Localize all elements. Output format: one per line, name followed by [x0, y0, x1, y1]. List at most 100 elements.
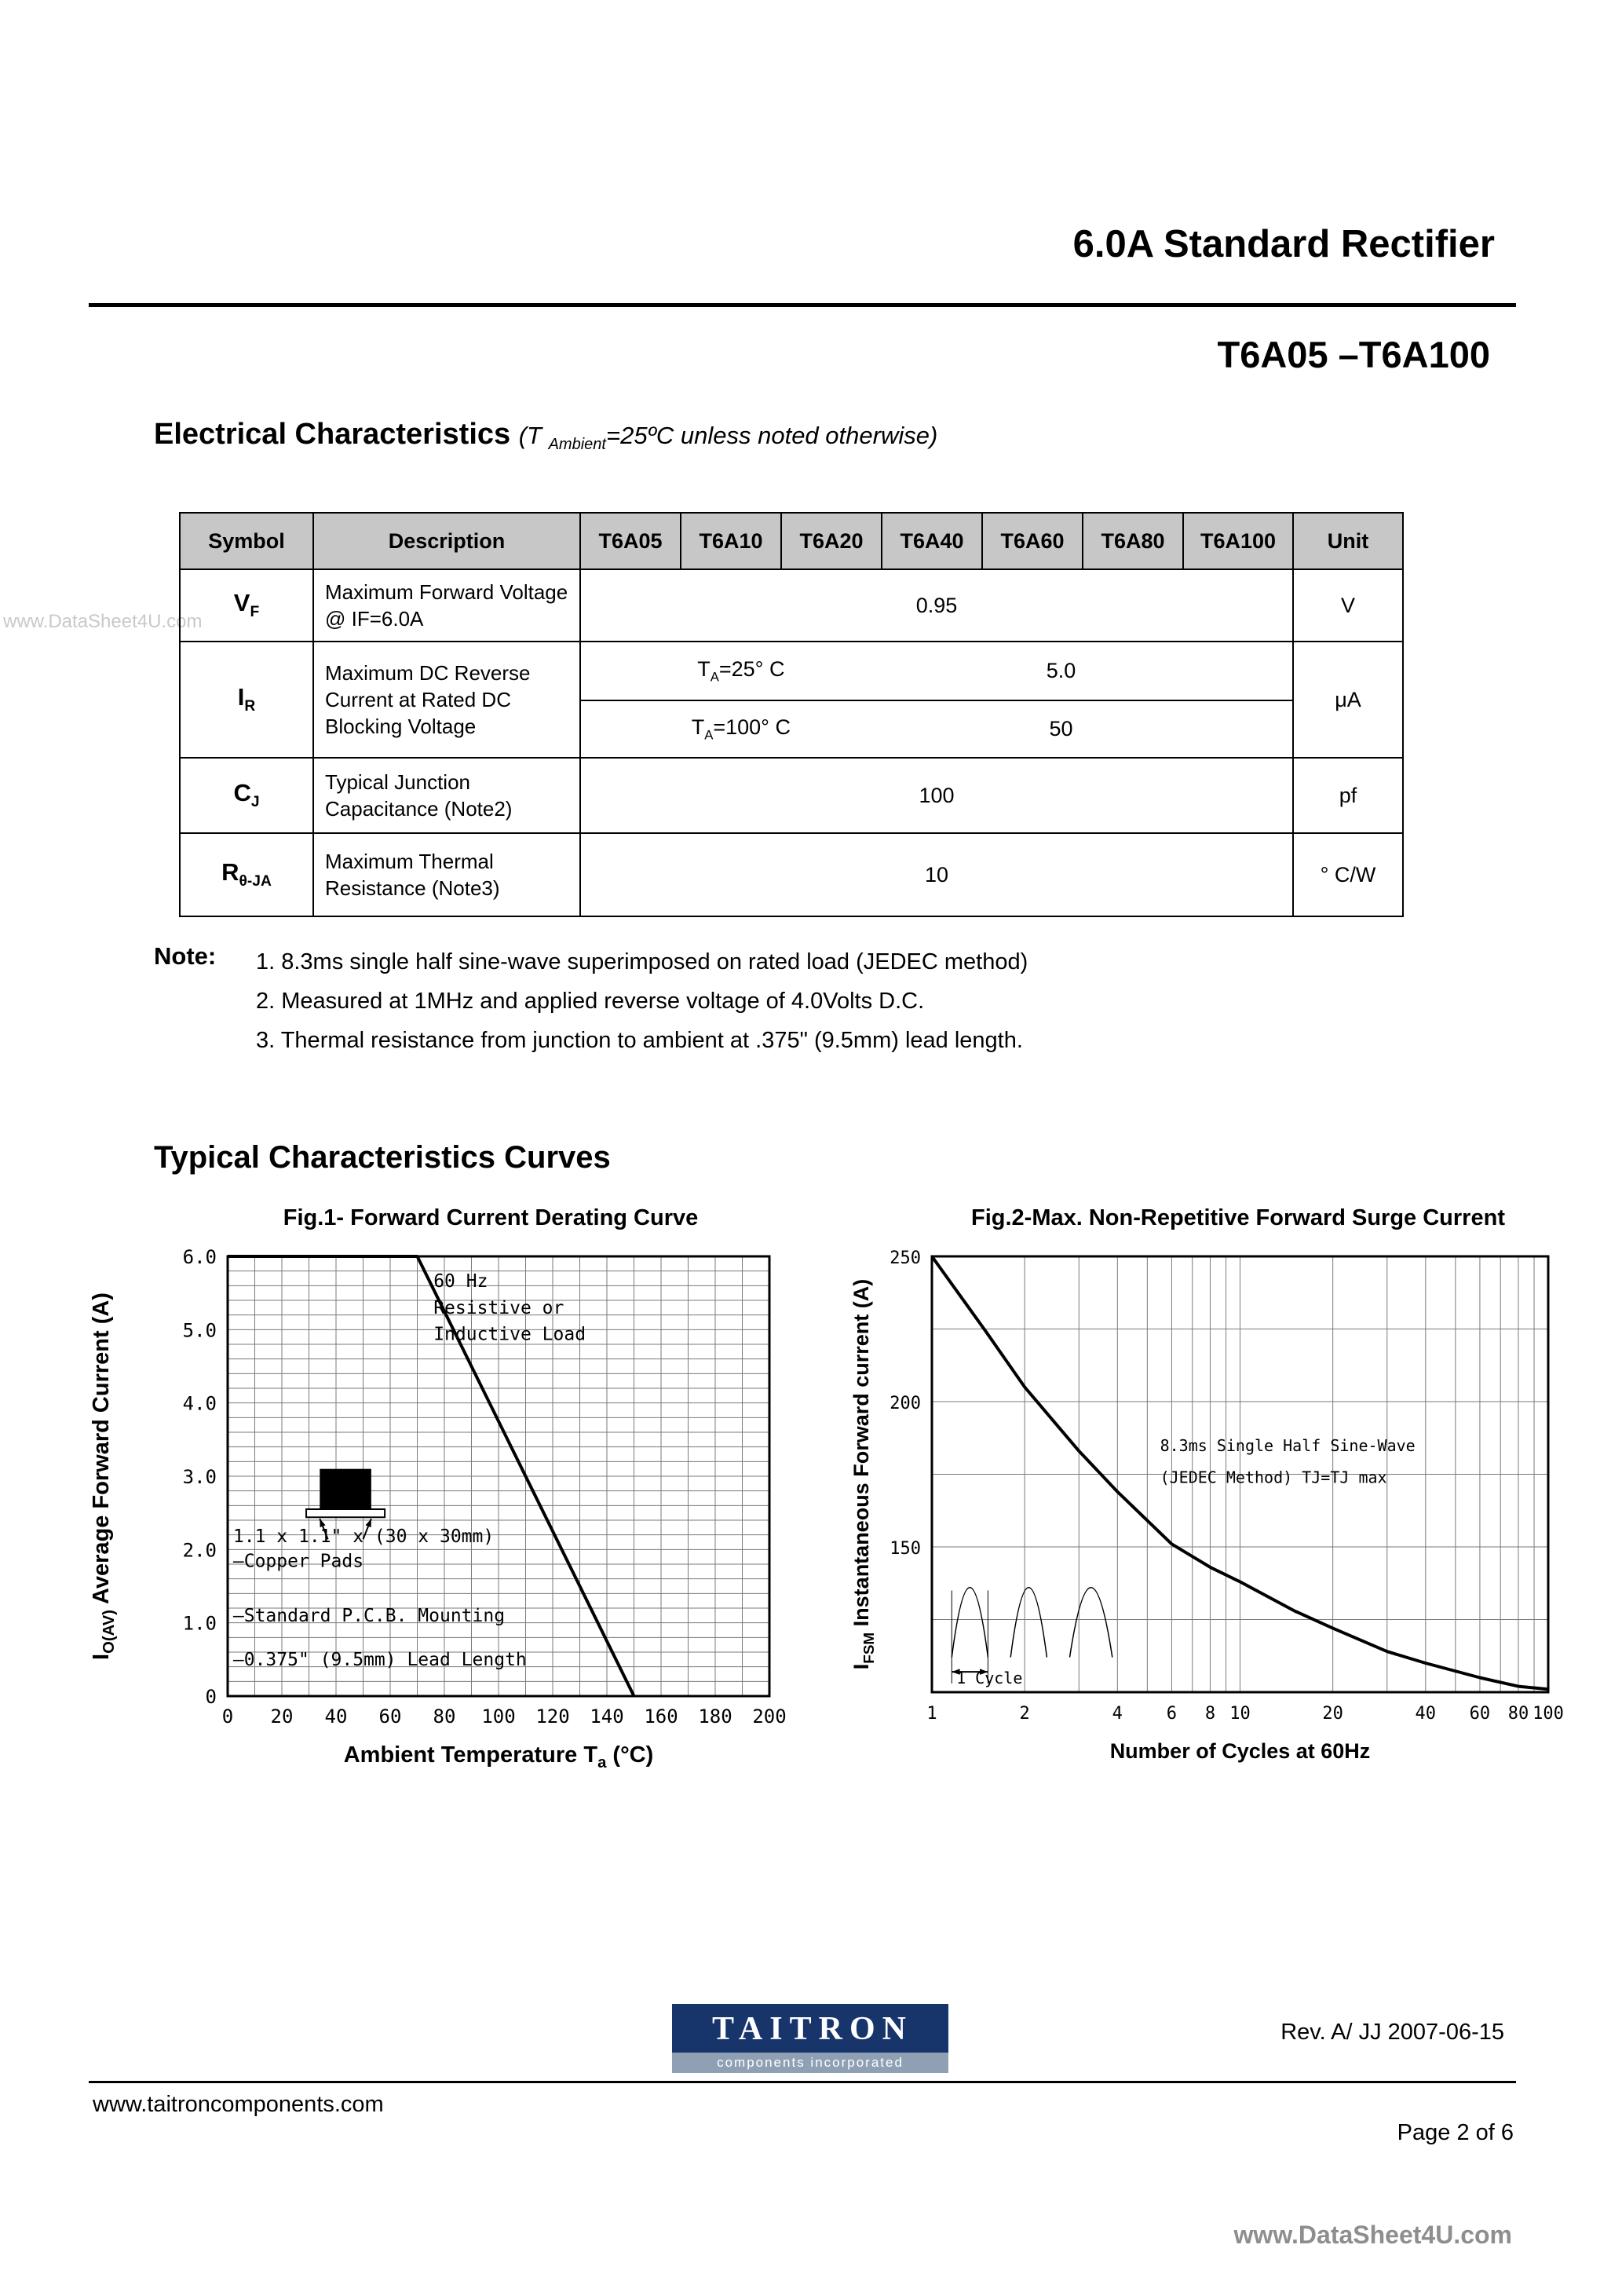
svg-text:Inductive Load: Inductive Load: [433, 1324, 586, 1344]
device-drawing: [305, 1468, 386, 1519]
col-t6a10: T6A10: [680, 512, 782, 570]
section-title: Electrical Characteristics: [154, 418, 511, 451]
unit-vf: V: [1292, 569, 1404, 642]
svg-text:—Standard P.C.B. Mounting: —Standard P.C.B. Mounting: [233, 1606, 505, 1626]
svg-text:(JEDEC Method) TJ=TJ max: (JEDEC Method) TJ=TJ max: [1160, 1468, 1387, 1487]
subtitle-post: =25ºC unless noted otherwise): [605, 422, 938, 449]
fig2-chart: 1 2 4 6 8 10 20 40 60 80 100 150 200 250 8.3ms Single …: [849, 1249, 1564, 1763]
symbol-vf: VF: [179, 569, 314, 642]
svg-text:120: 120: [535, 1706, 569, 1727]
ir-condition-25c: TA=25° C 5.0: [581, 642, 1292, 700]
svg-text:60: 60: [379, 1706, 402, 1727]
ir-condition-100c: TA=100° C 50: [581, 700, 1292, 757]
svg-text:Resistive or: Resistive or: [433, 1298, 564, 1318]
ir-condition-label: TA=100° C: [581, 715, 901, 743]
symbol-sub: θ-JA: [239, 873, 272, 890]
header-rule: [89, 303, 1516, 307]
symbol-rthja: Rθ-JA: [179, 832, 314, 917]
table-row-cj: CJ Typical Junction Capacitance (Note2) …: [179, 757, 1404, 834]
svg-text:8: 8: [1205, 1704, 1215, 1724]
notes-label: Note:: [154, 942, 217, 970]
svg-text:40: 40: [325, 1706, 348, 1727]
taitron-logo: TAITRON components incorporated: [672, 2004, 948, 2073]
svg-text:140: 140: [590, 1706, 623, 1727]
description-vf: Maximum Forward Voltage @ IF=6.0A: [312, 569, 581, 642]
symbol-sub: J: [250, 794, 260, 811]
cycle-sketch: [951, 1587, 1113, 1684]
svg-text:Number of Cycles at 60Hz: Number of Cycles at 60Hz: [1110, 1739, 1371, 1763]
svg-text:1: 1: [926, 1704, 937, 1724]
svg-text:160: 160: [644, 1706, 678, 1727]
cond-post: =100° C: [713, 715, 791, 739]
note-item-3: 3. Thermal resistance from junction to a…: [256, 1028, 1023, 1053]
table-header-row: Symbol Description T6A05 T6A10 T6A20 T6A…: [179, 512, 1404, 570]
col-description: Description: [312, 512, 581, 570]
value-rthja: 10: [579, 832, 1294, 917]
symbol-cj: CJ: [179, 757, 314, 834]
symbol-base: I: [237, 683, 245, 711]
ir-condition-label: TA=25° C: [581, 657, 901, 685]
svg-text:250: 250: [890, 1249, 921, 1268]
svg-text:4.0: 4.0: [183, 1393, 217, 1415]
svg-text:—Copper Pads: —Copper Pads: [233, 1552, 363, 1572]
symbol-ir: IR: [179, 641, 314, 759]
ir-condition-value: 5.0: [1046, 659, 1076, 682]
col-t6a20: T6A20: [780, 512, 882, 570]
col-t6a60: T6A60: [981, 512, 1083, 570]
description-ir: Maximum DC Reverse Current at Rated DC B…: [312, 641, 581, 759]
svg-text:60: 60: [1470, 1704, 1491, 1724]
watermark-bottom: www.DataSheet4U.com: [1233, 2221, 1512, 2249]
svg-text:6.0: 6.0: [183, 1246, 217, 1268]
col-t6a40: T6A40: [881, 512, 983, 570]
subtitle-sub: Ambient: [548, 436, 606, 454]
svg-text:100: 100: [1532, 1704, 1564, 1724]
svg-text:180: 180: [698, 1706, 732, 1727]
notes-section: Note: 1. 8.3ms single half sine-wave sup…: [154, 942, 1028, 1060]
product-title: 6.0A Standard Rectifier: [1072, 223, 1495, 265]
col-symbol: Symbol: [179, 512, 314, 570]
svg-text:150: 150: [890, 1539, 921, 1559]
svg-text:200: 200: [752, 1706, 786, 1727]
taitron-logo-subtext: components incorporated: [672, 2053, 948, 2073]
cond-sub: A: [710, 669, 719, 685]
curves-heading: Typical Characteristics Curves: [154, 1140, 611, 1175]
svg-text:IO(AV) Average Forward Current: IO(AV) Average Forward Current (A): [89, 1292, 118, 1660]
electrical-characteristics-heading: Electrical Characteristics (T Ambient=25…: [154, 418, 937, 454]
svg-text:80: 80: [1508, 1704, 1529, 1724]
svg-text:2: 2: [1020, 1704, 1030, 1724]
section-subtitle: (T Ambient=25ºC unless noted otherwise): [518, 422, 938, 453]
value-vf: 0.95: [579, 569, 1294, 642]
description-rthja: Maximum Thermal Resistance (Note3): [312, 832, 581, 917]
subtitle-pre: (T: [518, 422, 549, 449]
svg-text:60 Hz: 60 Hz: [433, 1271, 488, 1292]
svg-text:80: 80: [433, 1706, 456, 1727]
symbol-base: V: [233, 589, 250, 617]
notes-items: 1. 8.3ms single half sine-wave superimpo…: [256, 942, 1028, 1060]
watermark-side: www.DataSheet4U.com: [3, 611, 203, 632]
fig1-chart: 0 20 40 60 80 100 120 140 160 180 200 0 1.0 2.0 3.0 4.0…: [89, 1246, 787, 1771]
fig2-surge-current: Fig.2-Max. Non-Repetitive Forward Surge …: [842, 1205, 1622, 1826]
table-row-ir: IR Maximum DC Reverse Current at Rated D…: [179, 641, 1404, 759]
col-unit: Unit: [1292, 512, 1404, 570]
svg-text:3.0: 3.0: [183, 1466, 217, 1488]
svg-text:2.0: 2.0: [183, 1539, 217, 1561]
page-number: Page 2 of 6: [1397, 2120, 1514, 2145]
svg-text:10: 10: [1229, 1704, 1251, 1724]
fig1-forward-current-derating: Fig.1- Forward Current Derating Curve 0 2…: [71, 1205, 848, 1826]
col-t6a80: T6A80: [1082, 512, 1184, 570]
revision-text: Rev. A/ JJ 2007-06-15: [1280, 2020, 1504, 2045]
svg-text:Ambient Temperature Ta (°C): Ambient Temperature Ta (°C): [344, 1742, 654, 1771]
taitron-logo-text: TAITRON: [672, 2004, 948, 2053]
symbol-sub: R: [244, 698, 256, 715]
fig2-title: Fig.2-Max. Non-Repetitive Forward Surge …: [971, 1205, 1505, 1230]
cond-post: =25° C: [718, 656, 785, 681]
note-item-1: 1. 8.3ms single half sine-wave superimpo…: [256, 949, 1028, 974]
svg-text:1.0: 1.0: [183, 1613, 217, 1635]
unit-cj: pf: [1292, 757, 1404, 834]
symbol-base: R: [221, 858, 239, 887]
svg-text:0: 0: [206, 1686, 217, 1708]
ir-values-cell: TA=25° C 5.0 TA=100° C 50: [579, 641, 1294, 759]
svg-text:100: 100: [481, 1706, 515, 1727]
svg-text:20: 20: [1322, 1704, 1343, 1724]
